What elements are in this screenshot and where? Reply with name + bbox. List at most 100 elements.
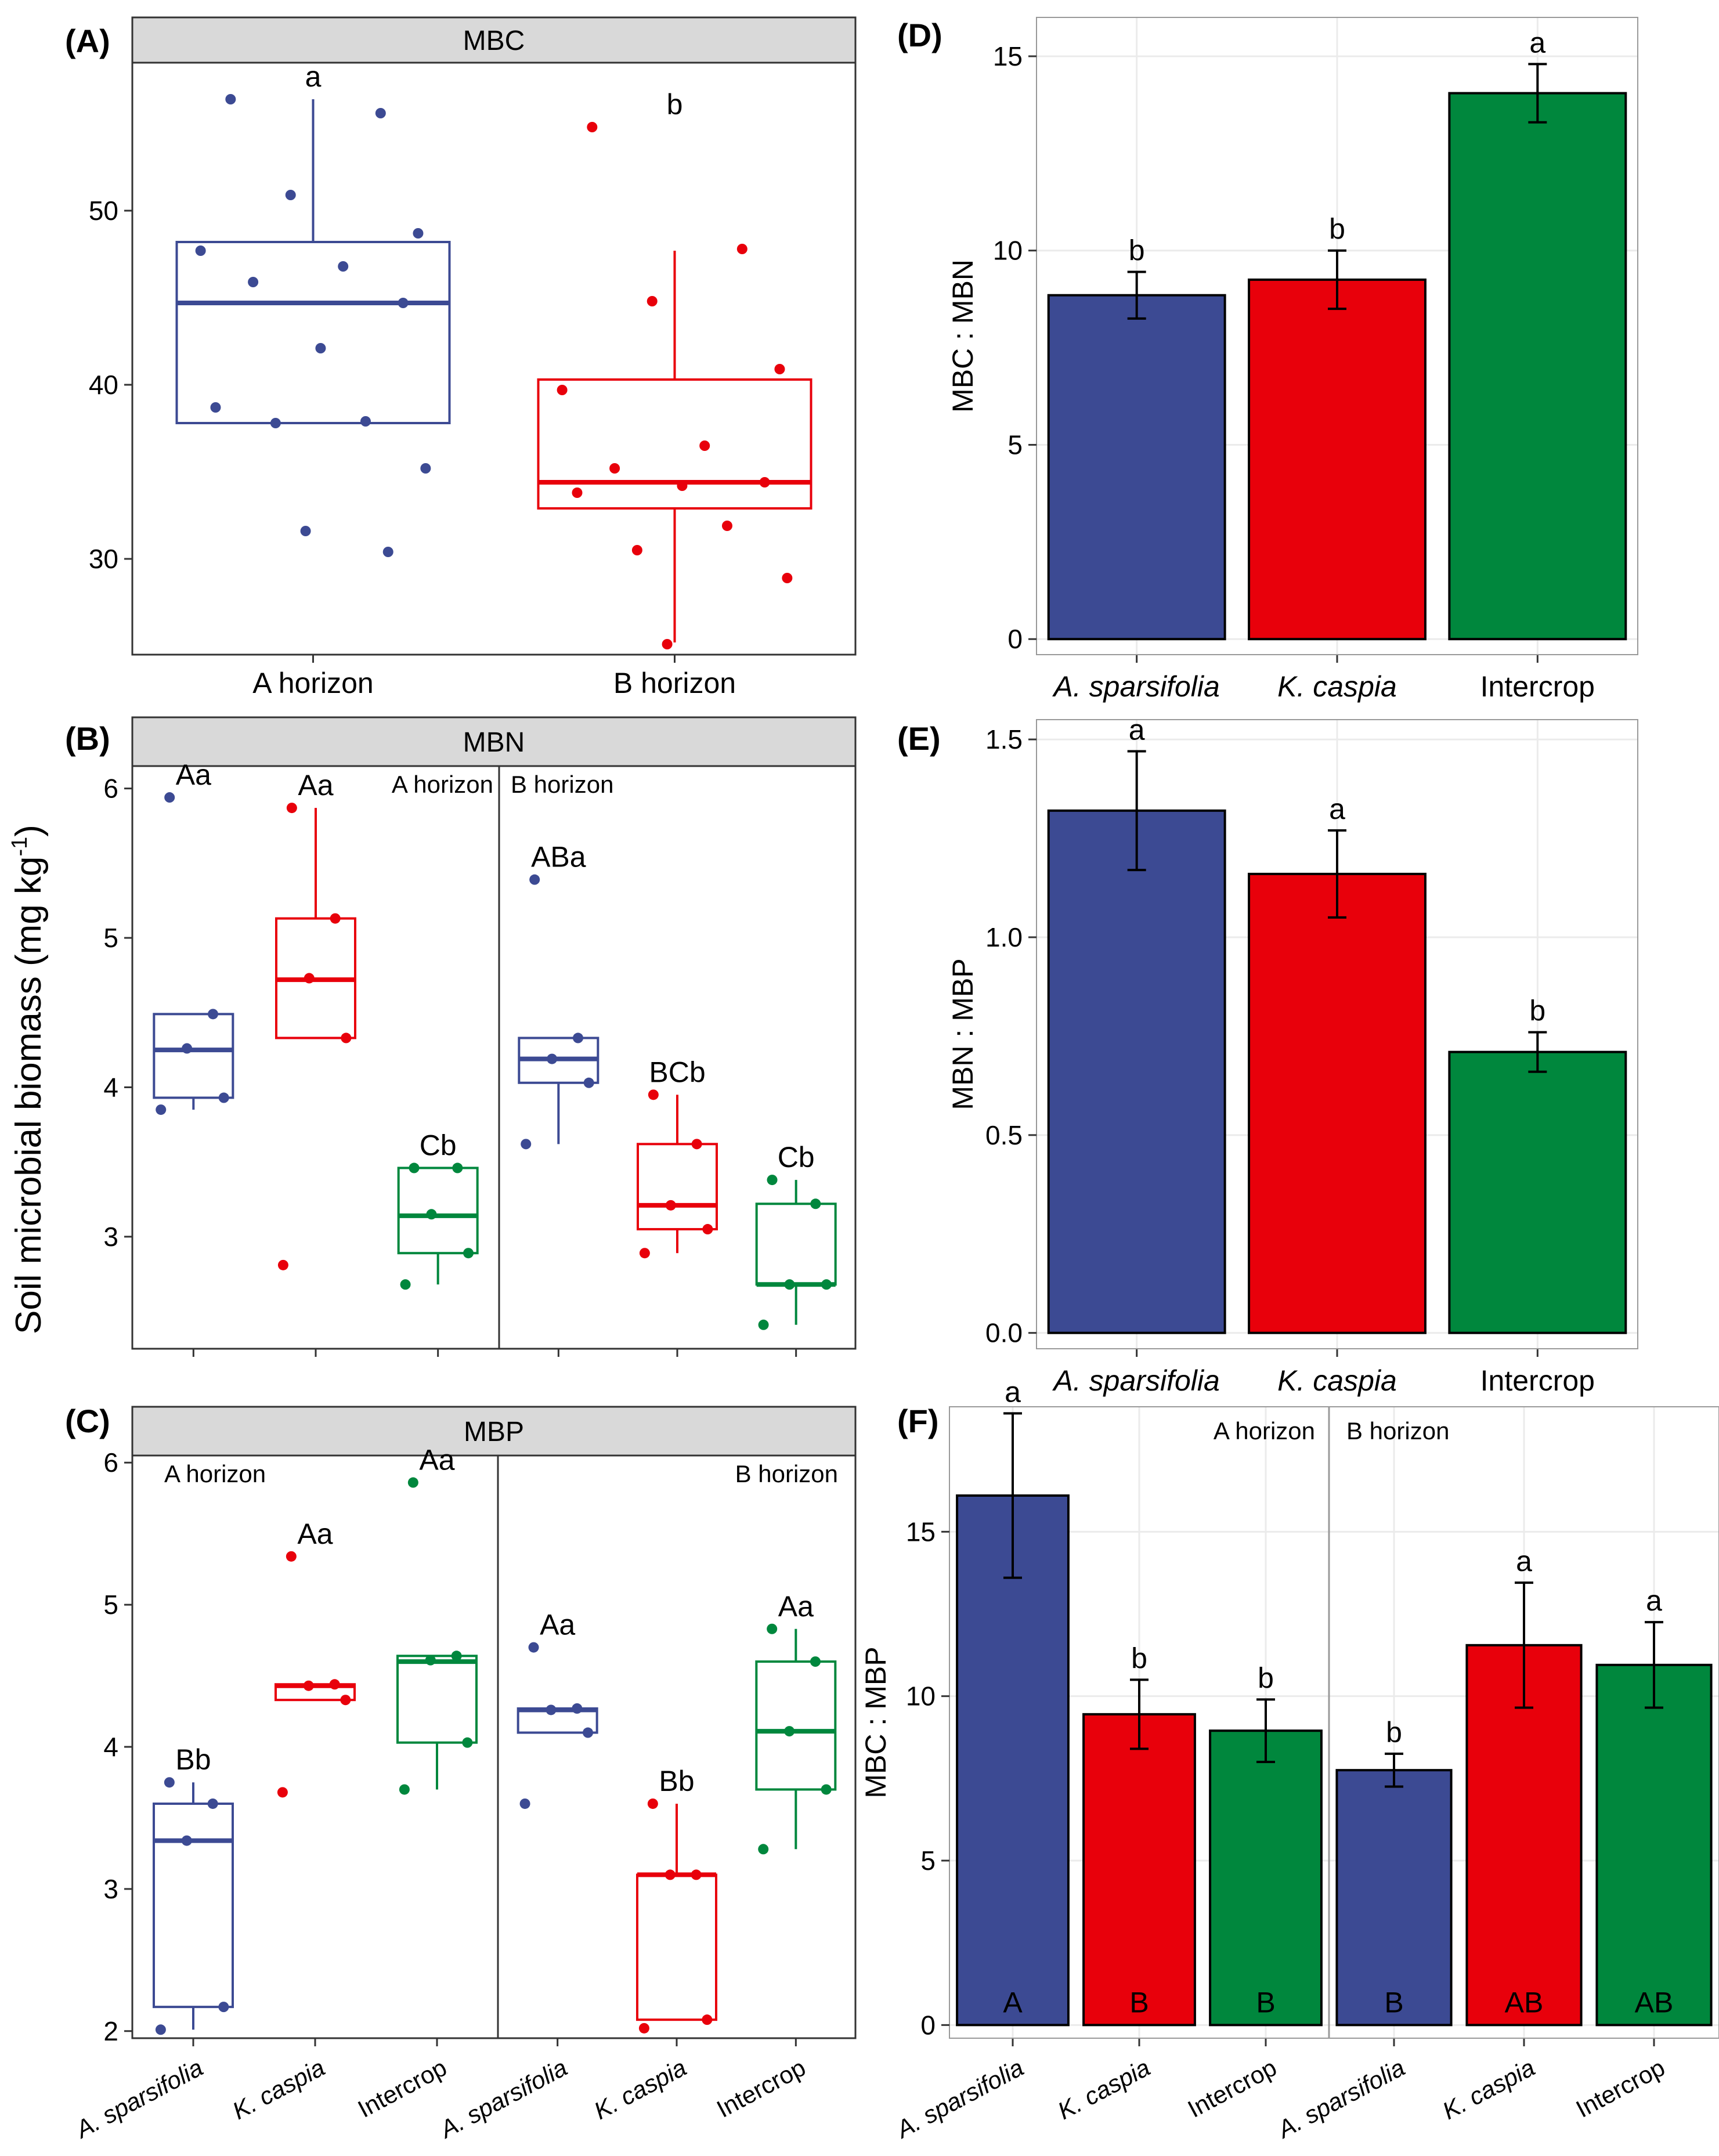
E-y-tick-label: 1.5 bbox=[985, 724, 1023, 754]
B-data-point bbox=[583, 1077, 594, 1088]
A-data-point bbox=[382, 547, 393, 557]
A-data-point bbox=[572, 487, 583, 498]
D-significance-label: a bbox=[1529, 26, 1545, 59]
A-data-point bbox=[662, 639, 673, 649]
C-data-point bbox=[407, 1477, 418, 1488]
F-x-tick-label: K. caspia bbox=[1438, 2053, 1540, 2125]
F-bar bbox=[1209, 1729, 1323, 2027]
E-bar bbox=[1448, 1050, 1627, 1334]
B-data-point bbox=[277, 1259, 288, 1270]
panel-tag-F: (F) bbox=[897, 1403, 939, 1439]
A-data-point bbox=[420, 463, 431, 474]
B-data-point bbox=[529, 874, 540, 885]
C-data-point bbox=[425, 1655, 436, 1666]
B-box bbox=[755, 1202, 837, 1286]
C-data-point bbox=[665, 1869, 676, 1880]
C-y-tick-label: 5 bbox=[103, 1590, 118, 1620]
E-bar bbox=[1047, 809, 1226, 1334]
B-data-point bbox=[452, 1162, 463, 1173]
A-data-point bbox=[398, 298, 409, 308]
A-data-point bbox=[677, 481, 688, 491]
D-y-tick-label: 5 bbox=[1007, 429, 1023, 460]
F-bar-inner-label: B bbox=[1129, 1986, 1149, 2018]
A-data-point bbox=[338, 261, 349, 272]
C-data-point bbox=[181, 1835, 192, 1846]
C-data-point bbox=[821, 1784, 832, 1795]
F-x-tick-label: A. sparsifolia bbox=[1272, 2053, 1409, 2144]
D-y-axis-title: MBC : MBN bbox=[947, 259, 979, 413]
A-data-point bbox=[782, 573, 793, 583]
B-box bbox=[397, 1167, 479, 1255]
E-significance-label: a bbox=[1129, 714, 1145, 746]
A-data-point bbox=[736, 244, 747, 254]
C-box bbox=[153, 1802, 234, 2009]
E-panel-border bbox=[1036, 719, 1638, 1349]
A-data-point bbox=[721, 521, 732, 531]
D-y-tick-label: 15 bbox=[993, 41, 1023, 71]
B-data-point bbox=[821, 1279, 832, 1290]
C-x-tick-label: Intercrop bbox=[353, 2053, 451, 2122]
D-x-tick-label: Intercrop bbox=[1480, 670, 1595, 703]
B-y-tick-label: 4 bbox=[103, 1072, 118, 1102]
C-x-tick-label: K. caspia bbox=[228, 2053, 330, 2125]
C-data-point bbox=[784, 1726, 795, 1737]
A-y-tick-label: 30 bbox=[89, 544, 118, 574]
E-x-tick-label: Intercrop bbox=[1480, 1364, 1595, 1397]
B-strip-label: MBN bbox=[463, 727, 525, 758]
C-data-point bbox=[572, 1703, 583, 1714]
C-y-tick-label: 4 bbox=[103, 1732, 118, 1762]
F-significance-label: b bbox=[1258, 1662, 1274, 1694]
A-box bbox=[175, 241, 451, 424]
F-y-tick-label: 15 bbox=[906, 1516, 936, 1547]
A-data-point bbox=[609, 463, 620, 474]
C-data-point bbox=[528, 1642, 539, 1653]
panel-tag-D: (D) bbox=[897, 17, 942, 53]
B-data-point bbox=[426, 1209, 437, 1220]
C-panel-border bbox=[131, 1454, 857, 2039]
C-data-point bbox=[638, 2023, 649, 2034]
C-x-tick-label: A. sparsifolia bbox=[70, 2053, 207, 2144]
C-box bbox=[755, 1660, 837, 1791]
B-data-point bbox=[639, 1248, 650, 1259]
A-data-point bbox=[631, 545, 642, 555]
C-strip bbox=[131, 1406, 857, 1457]
E-y-axis-title: MBN : MBP bbox=[947, 958, 979, 1110]
B-data-point bbox=[547, 1053, 558, 1064]
A-x-tick-label: A horizon bbox=[252, 667, 373, 699]
F-facet-label: B horizon bbox=[1346, 1417, 1449, 1444]
B-y-tick-label: 5 bbox=[103, 923, 118, 953]
C-box bbox=[636, 1873, 717, 2021]
C-data-point bbox=[155, 2024, 166, 2035]
A-panel-border bbox=[131, 62, 857, 656]
A-strip-label: MBC bbox=[463, 26, 525, 56]
B-significance-label: BCb bbox=[649, 1056, 705, 1088]
panel-tag-A: (A) bbox=[65, 23, 110, 59]
D-significance-label: b bbox=[1129, 234, 1145, 267]
C-data-point bbox=[451, 1651, 462, 1662]
C-significance-label: Aa bbox=[297, 1518, 333, 1550]
C-data-point bbox=[462, 1737, 473, 1748]
F-y-tick-label: 10 bbox=[906, 1681, 936, 1711]
B-significance-label: ABa bbox=[531, 841, 586, 873]
A-y-tick-label: 50 bbox=[89, 196, 118, 226]
B-data-point bbox=[218, 1092, 229, 1103]
B-data-point bbox=[702, 1224, 713, 1235]
A-data-point bbox=[413, 228, 424, 239]
D-y-tick-label: 0 bbox=[1007, 624, 1023, 654]
C-strip-label: MBP bbox=[464, 1417, 524, 1447]
C-data-point bbox=[164, 1777, 175, 1788]
F-significance-label: a bbox=[1646, 1584, 1662, 1617]
B-data-point bbox=[758, 1319, 769, 1330]
D-x-tick-label: A. sparsifolia bbox=[1052, 670, 1220, 703]
C-data-point bbox=[583, 1727, 594, 1738]
F-bar-inner-label: AB bbox=[1505, 1986, 1544, 2018]
C-data-point bbox=[218, 2002, 229, 2013]
F-x-tick-label: Intercrop bbox=[1183, 2053, 1281, 2122]
E-significance-label: a bbox=[1329, 793, 1345, 825]
C-data-point bbox=[277, 1787, 288, 1798]
F-y-tick-label: 0 bbox=[920, 2010, 936, 2040]
C-data-point bbox=[286, 1551, 297, 1562]
F-x-tick-label: Intercrop bbox=[1572, 2053, 1669, 2122]
B-strip bbox=[131, 716, 857, 767]
